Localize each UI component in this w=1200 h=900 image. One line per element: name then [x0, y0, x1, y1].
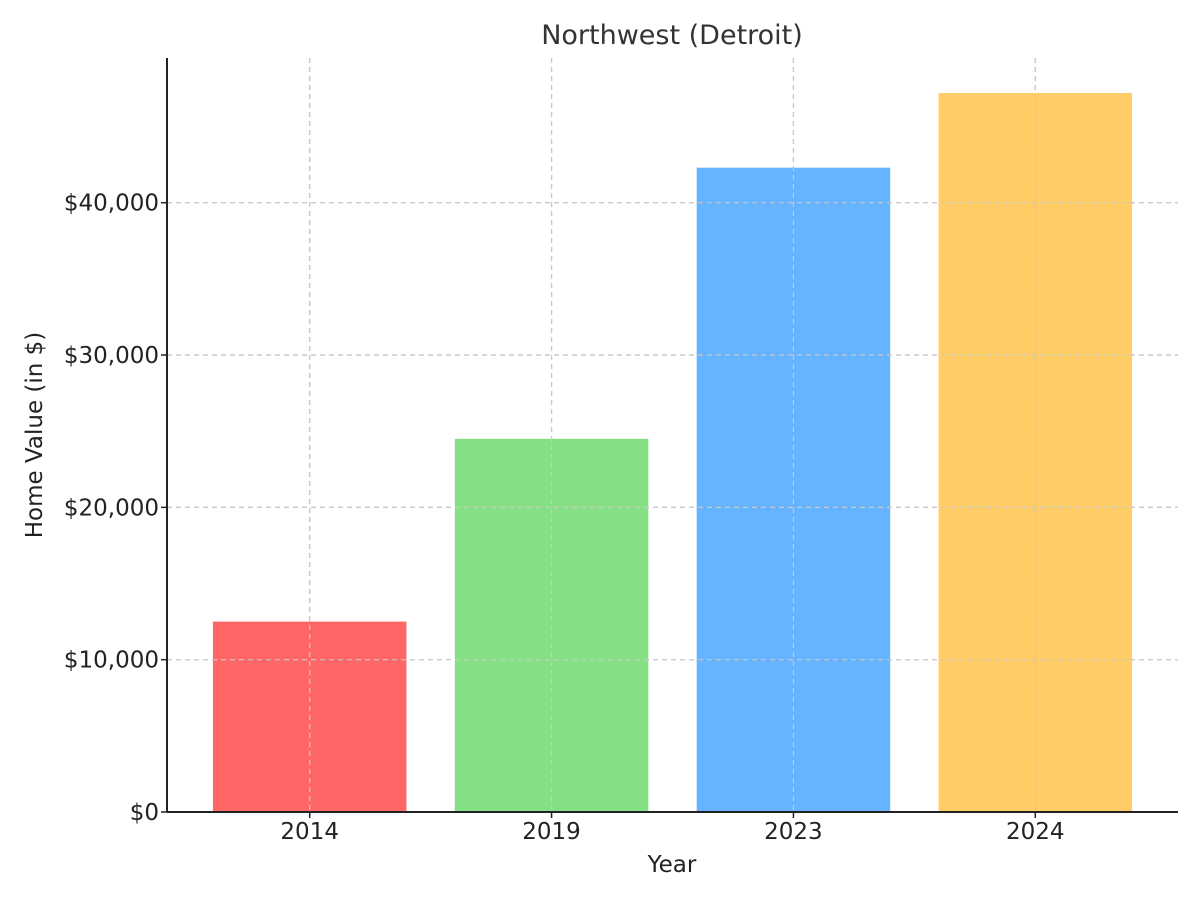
- x-tick-label: 2014: [280, 819, 339, 845]
- grid-overlay: [167, 58, 1178, 812]
- y-axis-label: Home Value (in $): [22, 332, 48, 539]
- y-ticks: $0 $10,000 $20,000 $30,000 $40,000: [64, 191, 167, 826]
- y-tick-label: $20,000: [64, 495, 159, 521]
- x-tick-label: 2019: [522, 819, 581, 845]
- x-tick-label: 2023: [764, 819, 823, 845]
- x-tick-label: 2024: [1006, 819, 1065, 845]
- bar-2024: [938, 93, 1133, 812]
- y-tick-label: $30,000: [64, 343, 159, 369]
- x-ticks: 2014 2019 2023 2024: [280, 812, 1065, 845]
- x-axis-label: Year: [647, 852, 697, 878]
- y-tick-label: $0: [130, 800, 159, 826]
- y-tick-label: $10,000: [64, 648, 159, 674]
- chart-title: Northwest (Detroit): [541, 20, 803, 51]
- bars: [212, 93, 1133, 812]
- y-tick-label: $40,000: [64, 191, 159, 217]
